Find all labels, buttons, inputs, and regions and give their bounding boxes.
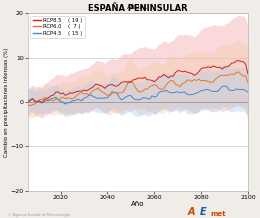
X-axis label: Año: Año (131, 201, 145, 207)
Text: © Agencia Estatal de Meteorología: © Agencia Estatal de Meteorología (8, 213, 70, 217)
Text: A: A (187, 207, 195, 217)
Text: E: E (200, 207, 207, 217)
Text: met: met (211, 211, 226, 217)
Text: ANUAL: ANUAL (127, 5, 148, 10)
Y-axis label: Cambio en precipitaciones intensas (%): Cambio en precipitaciones intensas (%) (4, 47, 9, 157)
Legend: RCP8.5    ( 19 ), RCP6.0    (  7 ), RCP4.5    ( 15 ): RCP8.5 ( 19 ), RCP6.0 ( 7 ), RCP4.5 ( 15… (30, 16, 84, 38)
Title: ESPAÑA PENINSULAR: ESPAÑA PENINSULAR (88, 4, 188, 13)
